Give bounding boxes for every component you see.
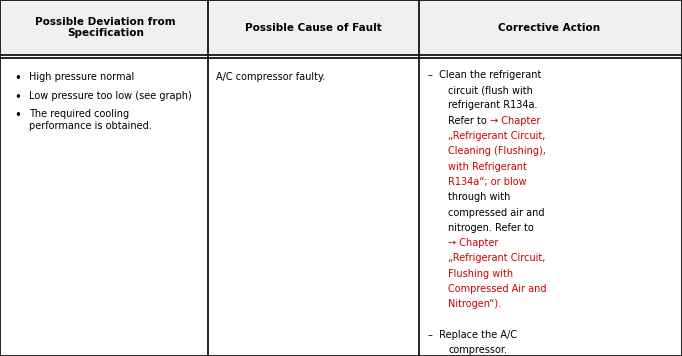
Text: Low pressure too low (see graph): Low pressure too low (see graph) — [29, 91, 192, 101]
Text: Nitrogen“).: Nitrogen“). — [448, 299, 501, 309]
Text: Possible Deviation from
Specification: Possible Deviation from Specification — [35, 17, 176, 38]
Text: –  Replace the A/C: – Replace the A/C — [428, 330, 516, 340]
Text: –  Clean the refrigerant: – Clean the refrigerant — [428, 70, 541, 80]
Text: •: • — [14, 109, 21, 122]
Text: Compressed Air and: Compressed Air and — [448, 284, 546, 294]
Text: •: • — [14, 72, 21, 85]
Text: nitrogen. Refer to: nitrogen. Refer to — [448, 223, 534, 233]
Text: Cleaning (Flushing),: Cleaning (Flushing), — [448, 146, 546, 156]
Text: circuit (flush with: circuit (flush with — [448, 85, 533, 95]
Text: The required cooling
performance is obtained.: The required cooling performance is obta… — [29, 109, 151, 131]
Text: A/C compressor faulty.: A/C compressor faulty. — [216, 72, 325, 82]
Text: Flushing with: Flushing with — [448, 269, 513, 279]
Text: refrigerant R134a.: refrigerant R134a. — [448, 100, 537, 110]
Text: Refer to: Refer to — [448, 116, 490, 126]
Text: with Refrigerant: with Refrigerant — [448, 162, 527, 172]
Text: → Chapter: → Chapter — [448, 238, 499, 248]
Text: High pressure normal: High pressure normal — [29, 72, 134, 82]
Text: „Refrigerant Circuit,: „Refrigerant Circuit, — [448, 253, 546, 263]
Text: Corrective Action: Corrective Action — [498, 22, 600, 33]
Text: through with: through with — [448, 192, 510, 202]
Bar — [0, 0, 682, 55]
Text: compressed air and: compressed air and — [448, 208, 544, 218]
Text: compressor.: compressor. — [448, 345, 507, 355]
Text: Possible Cause of Fault: Possible Cause of Fault — [246, 22, 382, 33]
Text: •: • — [14, 91, 21, 104]
Text: → Chapter: → Chapter — [490, 116, 540, 126]
Text: „Refrigerant Circuit,: „Refrigerant Circuit, — [448, 131, 546, 141]
Text: R134a“; or blow: R134a“; or blow — [448, 177, 527, 187]
